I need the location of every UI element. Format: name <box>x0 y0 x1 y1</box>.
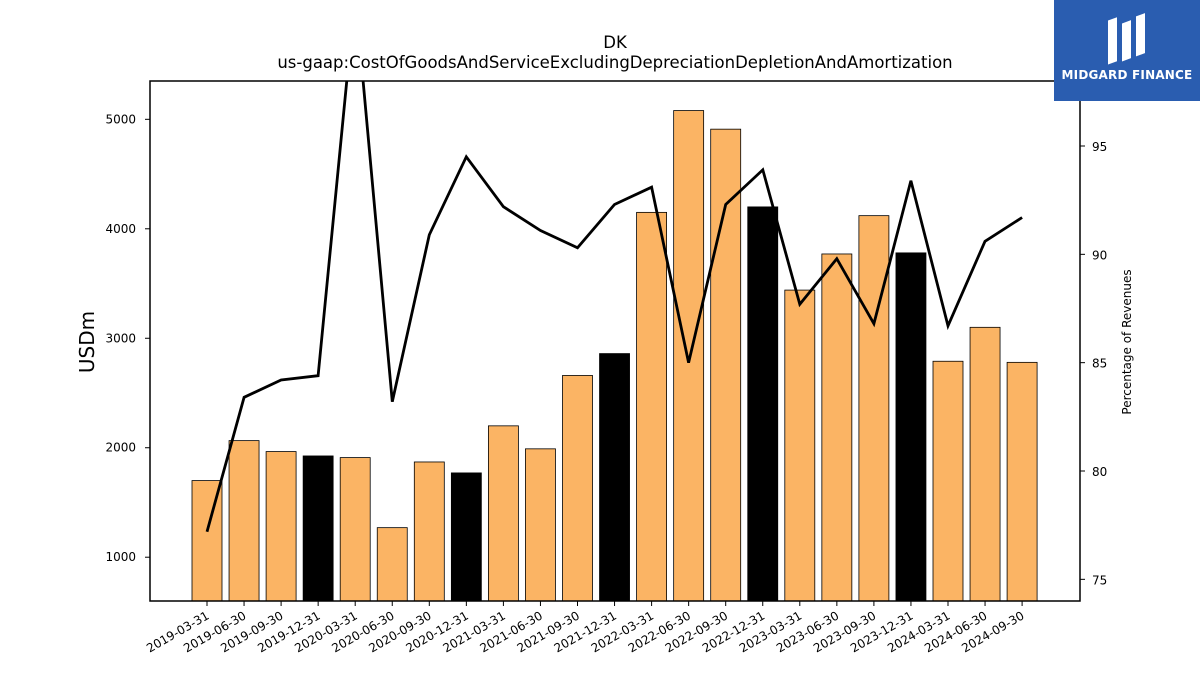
bar-2020-12-31 <box>450 472 482 602</box>
bar-2021-12-31 <box>599 353 630 602</box>
bar-2022-03-31 <box>636 211 667 602</box>
chart-title: DK <box>603 33 628 52</box>
bar-2019-09-30 <box>265 451 297 602</box>
bar-2020-06-30 <box>376 527 408 602</box>
x-axis: 2019-03-312019-06-302019-09-302019-12-31… <box>144 601 1027 655</box>
bar-2021-09-30 <box>562 375 593 602</box>
y2tick-label: 90 <box>1092 248 1107 262</box>
ytick-label: 3000 <box>105 331 136 345</box>
bar-2021-06-30 <box>525 448 556 602</box>
bar-2024-09-30 <box>1006 361 1038 602</box>
ytick-label: 5000 <box>105 112 136 126</box>
bar-2024-06-30 <box>969 326 1001 602</box>
y2-axis-label: Percentage of Revenues <box>1120 269 1134 414</box>
y2tick-label: 95 <box>1092 140 1107 154</box>
y2tick-label: 85 <box>1092 357 1107 371</box>
bar-2020-03-31 <box>339 457 371 602</box>
ytick-label: 4000 <box>105 222 136 236</box>
percentage-line <box>205 81 1023 533</box>
brand-name: MIDGARD FINANCE <box>1061 68 1193 82</box>
bar-2023-12-31 <box>895 252 927 602</box>
bar-2022-06-30 <box>673 110 705 602</box>
bar-2022-12-31 <box>747 206 779 602</box>
bar-2023-03-31 <box>784 289 816 602</box>
y-axis-label: USDm <box>75 311 99 373</box>
ytick-label: 1000 <box>105 550 136 564</box>
bars-group <box>191 110 1038 602</box>
left-axis: 1000 2000 3000 4000 5000 <box>105 112 150 564</box>
brand-logo: MIDGARD FINANCE <box>1054 0 1200 101</box>
right-axis: 75 80 85 90 95 <box>1080 140 1107 587</box>
ytick-label: 2000 <box>105 441 136 455</box>
y2tick-label: 75 <box>1092 573 1107 587</box>
bar-2019-06-30 <box>228 440 260 602</box>
bar-2021-03-31 <box>487 425 519 602</box>
bar-2023-06-30 <box>821 253 853 602</box>
line-group <box>205 81 1023 533</box>
midgard-logo-icon <box>1108 13 1145 65</box>
bar-2022-09-30 <box>710 128 742 602</box>
bar-2024-03-31 <box>932 360 964 602</box>
chart-subtitle: us-gaap:CostOfGoodsAndServiceExcludingDe… <box>277 53 952 72</box>
y2tick-label: 80 <box>1092 465 1107 479</box>
bar-2023-09-30 <box>858 215 890 602</box>
bar-2019-12-31 <box>302 455 334 602</box>
bar-2020-09-30 <box>413 461 445 602</box>
